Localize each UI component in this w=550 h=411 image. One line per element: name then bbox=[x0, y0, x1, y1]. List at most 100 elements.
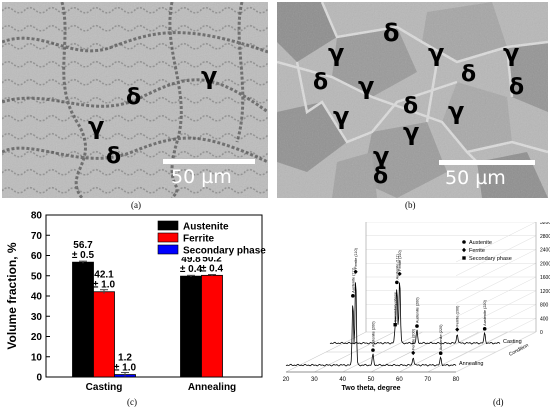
phase-label: δ bbox=[461, 62, 477, 87]
panel-label-a: (a) bbox=[131, 200, 141, 210]
data-label-error: ± 0.5 bbox=[72, 250, 95, 261]
legend-swatch bbox=[157, 220, 179, 231]
y-tick-label: 400 bbox=[540, 316, 549, 322]
xrd-chart: 0 400 800 1200 1600 2000 2400 2800 3200 20 30 40 50 6… bbox=[276, 220, 550, 392]
peak-label: Austenite (200) bbox=[415, 297, 419, 323]
scale-label: 50 µm bbox=[445, 167, 506, 189]
y-tick-label: 60 bbox=[31, 251, 43, 262]
grid-line bbox=[455, 235, 537, 276]
phase-label: γ bbox=[403, 118, 420, 146]
xrd-pattern bbox=[285, 282, 457, 367]
y-tick-label: 0 bbox=[540, 330, 543, 336]
phase-label: γ bbox=[358, 72, 375, 100]
micrograph-annealing: δ γ γ γ δ γ δ δ γ δ γ γ γ δ 50 µm bbox=[277, 2, 548, 198]
legend-label: Austenite bbox=[183, 222, 229, 233]
peak-marker-circle bbox=[415, 324, 419, 328]
peak-marker-circle bbox=[371, 348, 375, 352]
phase-label: δ bbox=[383, 19, 400, 47]
peak-label: Austenite (220) bbox=[439, 324, 443, 350]
x-tick-label: 80 bbox=[453, 377, 460, 383]
legend-label: Secondary phase bbox=[469, 256, 512, 262]
xrd-series: Austenite (111)Ferrite (110)Secondary ph… bbox=[329, 249, 522, 345]
y-tick-label: 1200 bbox=[540, 289, 550, 295]
y-tick-label: 70 bbox=[31, 231, 43, 242]
series-label: Casting bbox=[503, 339, 522, 345]
phase-label: γ bbox=[328, 39, 345, 67]
bar bbox=[93, 291, 115, 378]
peak-marker-square bbox=[393, 322, 397, 327]
peak-marker-diamond bbox=[462, 247, 466, 253]
y-tick-label: 50 bbox=[31, 271, 43, 282]
x-tick-label: 40 bbox=[339, 377, 346, 383]
y-tick-label: 30 bbox=[31, 312, 43, 323]
data-label: 42.1 bbox=[94, 270, 114, 281]
peak-marker-diamond bbox=[397, 271, 402, 277]
phase-label: γ bbox=[448, 97, 465, 125]
x-tick-label: 50 bbox=[368, 377, 375, 383]
bar bbox=[72, 261, 94, 378]
panel-label-b: (b) bbox=[405, 200, 416, 210]
peak-label: Ferrite (200) bbox=[412, 328, 416, 350]
data-label: 1.2 bbox=[118, 353, 132, 364]
peak-label: Austenite (111) bbox=[395, 253, 399, 279]
peak-label: Ferrite (110) bbox=[354, 247, 358, 268]
peak-marker-circle bbox=[462, 240, 466, 244]
data-label-error: ± 0.4 bbox=[201, 263, 224, 274]
peak-label: Ferrite (110) bbox=[398, 249, 402, 270]
y-tick-label: 0 bbox=[36, 373, 42, 384]
grid-line bbox=[455, 304, 537, 345]
y-tick-label: 2800 bbox=[540, 234, 550, 240]
y-tick-label: 2400 bbox=[540, 248, 550, 254]
peak-marker-circle bbox=[395, 280, 399, 285]
bar bbox=[180, 275, 202, 378]
y-tick-label: 1600 bbox=[540, 275, 550, 281]
data-label: 50.2 bbox=[202, 253, 222, 264]
y-tick-label: 10 bbox=[31, 352, 43, 363]
phase-label: γ bbox=[428, 39, 445, 67]
volume-fraction-chart: 0 10 20 30 40 50 60 70 80 Volume fraction, % Casti… bbox=[0, 205, 275, 405]
peak-marker-circle bbox=[351, 294, 355, 298]
scale-label: 50 µm bbox=[171, 166, 232, 188]
panel-label-d: (d) bbox=[493, 397, 504, 407]
phase-label: δ bbox=[126, 85, 142, 110]
peak-marker-diamond bbox=[353, 269, 358, 274]
x-tick-label: Annealing bbox=[188, 382, 236, 393]
peak-marker-square bbox=[462, 256, 466, 260]
xrd-pattern bbox=[329, 282, 501, 345]
xrd-series: Austenite (111)Ferrite (110)Austenite (2… bbox=[285, 247, 483, 367]
phase-label: γ bbox=[201, 62, 218, 90]
grid-line bbox=[455, 318, 537, 359]
y-tick-label: 40 bbox=[31, 292, 43, 303]
x-tick-label: Casting bbox=[86, 382, 123, 393]
xrd-svg: 0 400 800 1200 1600 2000 2400 2800 3200 20 30 40 50 6… bbox=[283, 220, 550, 392]
phase-label: γ bbox=[88, 112, 105, 140]
y-tick-label: 800 bbox=[540, 303, 549, 309]
legend-swatch bbox=[157, 232, 179, 243]
data-label-error: ± 1.0 bbox=[93, 280, 116, 291]
x-tick-label: 20 bbox=[283, 377, 290, 383]
scale-bar bbox=[439, 160, 535, 165]
data-label-error: ± 1.0 bbox=[114, 363, 137, 374]
y-tick-label: 80 bbox=[31, 211, 43, 222]
panel-label-c: (c) bbox=[127, 397, 137, 407]
x-axis-label: Two theta, degree bbox=[342, 385, 401, 392]
legend-label: Ferrite bbox=[469, 248, 485, 254]
phase-label: γ bbox=[333, 102, 350, 130]
phase-label: δ bbox=[509, 75, 525, 100]
legend-swatch bbox=[157, 244, 179, 255]
y-tick-label: 2000 bbox=[540, 261, 550, 267]
peak-label: Secondary phase bbox=[394, 292, 398, 322]
micrograph-casting-texture bbox=[2, 2, 268, 198]
phase-label: δ bbox=[373, 164, 389, 189]
grid-line bbox=[455, 249, 537, 290]
data-label-error: ± 0.4 bbox=[180, 264, 203, 275]
volume-fraction-svg: 0 10 20 30 40 50 60 70 80 Volume fraction, % Casti… bbox=[5, 211, 266, 394]
legend-label: Austenite bbox=[469, 240, 492, 246]
y-tick-label: 20 bbox=[31, 332, 43, 343]
peak-label: Ferrite (200) bbox=[456, 305, 460, 327]
data-label: 49.8 bbox=[181, 254, 201, 265]
peak-marker-diamond bbox=[411, 350, 416, 356]
micrograph-annealing-texture bbox=[277, 2, 548, 198]
phase-label: δ bbox=[403, 94, 419, 119]
grid-line bbox=[455, 276, 537, 318]
